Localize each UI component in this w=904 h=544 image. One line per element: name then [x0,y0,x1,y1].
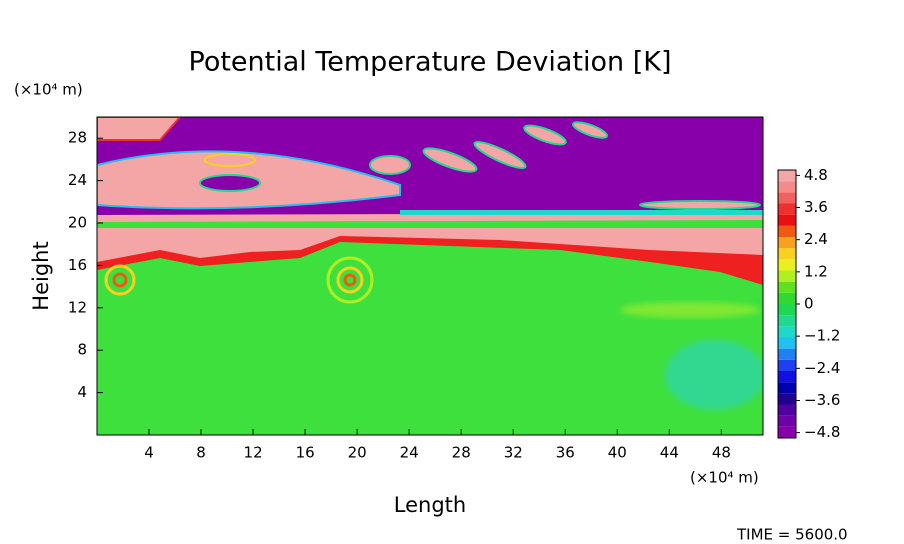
x-tick-label: 28 [452,444,471,462]
colorbar-band [778,192,796,204]
colorbar-band [778,371,796,383]
colorbar-band [778,281,796,293]
colorbar-band [778,404,796,416]
y-label: Height [29,241,53,310]
x-tick-label: 8 [196,444,206,462]
colorbar-band [778,348,796,360]
colorbar-band [778,393,796,405]
field [97,117,763,435]
colorbar-band [778,259,796,271]
chart-title: Potential Temperature Deviation [K] [189,47,672,78]
colorbar-band [778,214,796,226]
x-label: Length [394,493,466,517]
colorbar-band [778,304,796,316]
colorbar-band [778,415,796,427]
colorbar-tick-label: 2.4 [804,230,828,248]
x-tick-label: 4 [144,444,154,462]
x-tick-label: 24 [400,444,419,462]
x-tick-label: 16 [296,444,315,462]
colorbar-band [778,337,796,349]
colorbar-band [778,248,796,260]
colorbar-tick-label: 0 [804,295,814,313]
colorbar-band [778,359,796,371]
x-tick-label: 32 [504,444,523,462]
colorbar-tick-label: −4.8 [804,423,840,441]
colorbar-band [778,203,796,215]
colorbar-tick-label: 4.8 [804,166,828,184]
colorbar-band [778,326,796,338]
x-tick-label: 12 [244,444,263,462]
x-tick-label: 48 [712,444,731,462]
colorbar-tick-label: −1.2 [804,327,840,345]
y-tick-label: 4 [77,383,87,401]
x-tick-label: 44 [660,444,679,462]
x-tick-label: 36 [556,444,575,462]
colorbar-band [778,181,796,193]
plot-frame [96,116,764,436]
colorbar-band [778,426,796,438]
y-tick-label: 24 [68,171,87,189]
colorbar-band [778,315,796,327]
x-tick-label: 40 [608,444,627,462]
y-tick-label: 20 [68,214,87,232]
y-tick-label: 28 [68,129,87,147]
colorbar-tick-label: 1.2 [804,262,828,280]
y-tick-label: 16 [68,256,87,274]
colorbar-band [778,270,796,282]
colorbar-band [778,237,796,249]
colorbar-tick-label: −2.4 [804,359,840,377]
y-tick-label: 12 [68,298,87,316]
x-tick-label: 20 [348,444,367,462]
x-unit: (×10⁴ m) [690,469,759,487]
colorbar-tick-label: 3.6 [804,198,828,216]
colorbar-band [778,225,796,237]
colorbar-band [778,292,796,304]
colorbar-band [778,170,796,182]
colorbar-tick-label: −3.6 [804,391,840,409]
colorbar-band [778,382,796,394]
y-tick-label: 8 [77,341,87,359]
y-unit: (×10⁴ m) [14,81,83,99]
time-annotation: TIME = 5600.0 [736,526,848,544]
